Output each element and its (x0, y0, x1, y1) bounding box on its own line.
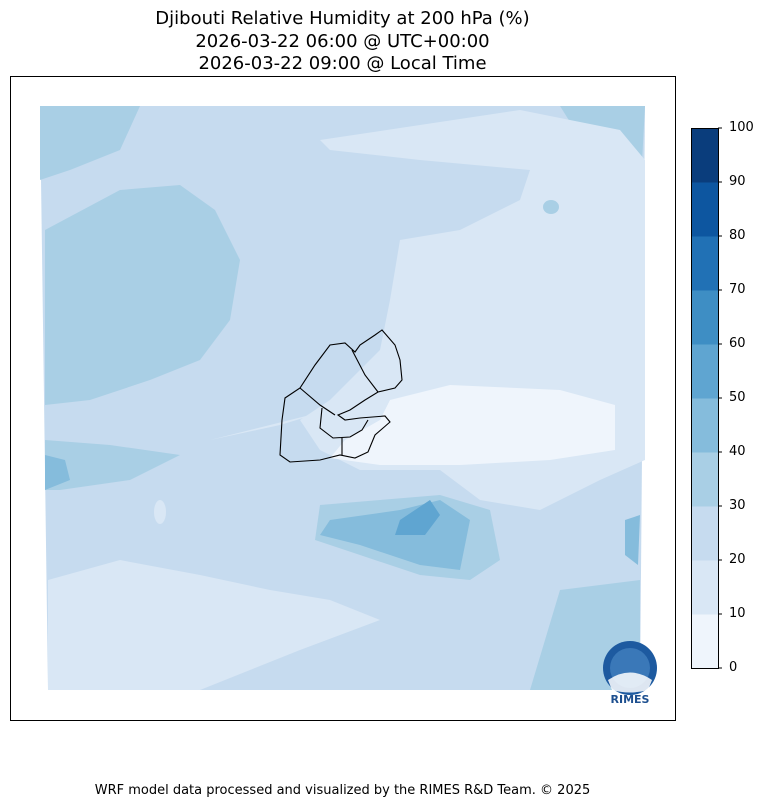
contour-50-60 (395, 500, 440, 535)
colorbar-band (691, 452, 718, 507)
colorbar-tick-label: 30 (729, 498, 746, 513)
colorbar-tick-label: 40 (729, 444, 746, 459)
colorbar-tick-label: 0 (729, 660, 738, 675)
djibouti-boundary (279, 329, 403, 463)
colorbar (691, 127, 722, 669)
colorbar-tick-label: 80 (729, 228, 746, 243)
colorbar-tick-label: 50 (729, 390, 746, 405)
contour-30-40 (45, 185, 240, 405)
colorbar-tick-label: 90 (729, 174, 746, 189)
contour-30-40 (40, 106, 140, 180)
contour-40-50 (625, 515, 640, 565)
colorbar-band (691, 236, 718, 291)
colorbar-band (691, 290, 718, 345)
colorbar-tick-label: 20 (729, 552, 746, 567)
country-outline (279, 329, 403, 463)
colorbar-tick-label: 70 (729, 282, 746, 297)
logo-text: RIMES (611, 693, 650, 706)
map-title: Djibouti Relative Humidity at 200 hPa (%… (155, 8, 530, 29)
colorbar-band (691, 344, 718, 399)
credit-text: WRF model data processed and visualized … (94, 783, 591, 798)
contour-fill (40, 106, 645, 690)
colorbar-band (691, 506, 718, 561)
utc-time: 2026-03-22 06:00 @ UTC+00:00 (195, 31, 490, 52)
colorbar-band (691, 182, 718, 237)
local-time: 2026-03-22 09:00 @ Local Time (198, 53, 487, 74)
contour-40-50 (45, 455, 70, 490)
contour-0-10 (330, 385, 615, 465)
region-borders (299, 349, 379, 455)
colorbar-band (691, 398, 718, 453)
contour-30-40 (45, 440, 180, 490)
colorbar-tick-label: 10 (729, 606, 746, 621)
contour-10-20 (48, 560, 380, 690)
colorbar-band (691, 128, 718, 183)
rimes-logo: RIMES (603, 641, 657, 706)
colorbar-band (691, 614, 718, 669)
colorbar-tick-label: 100 (729, 120, 754, 135)
colorbar-tick-label: 60 (729, 336, 746, 351)
colorbar-band (691, 560, 718, 615)
